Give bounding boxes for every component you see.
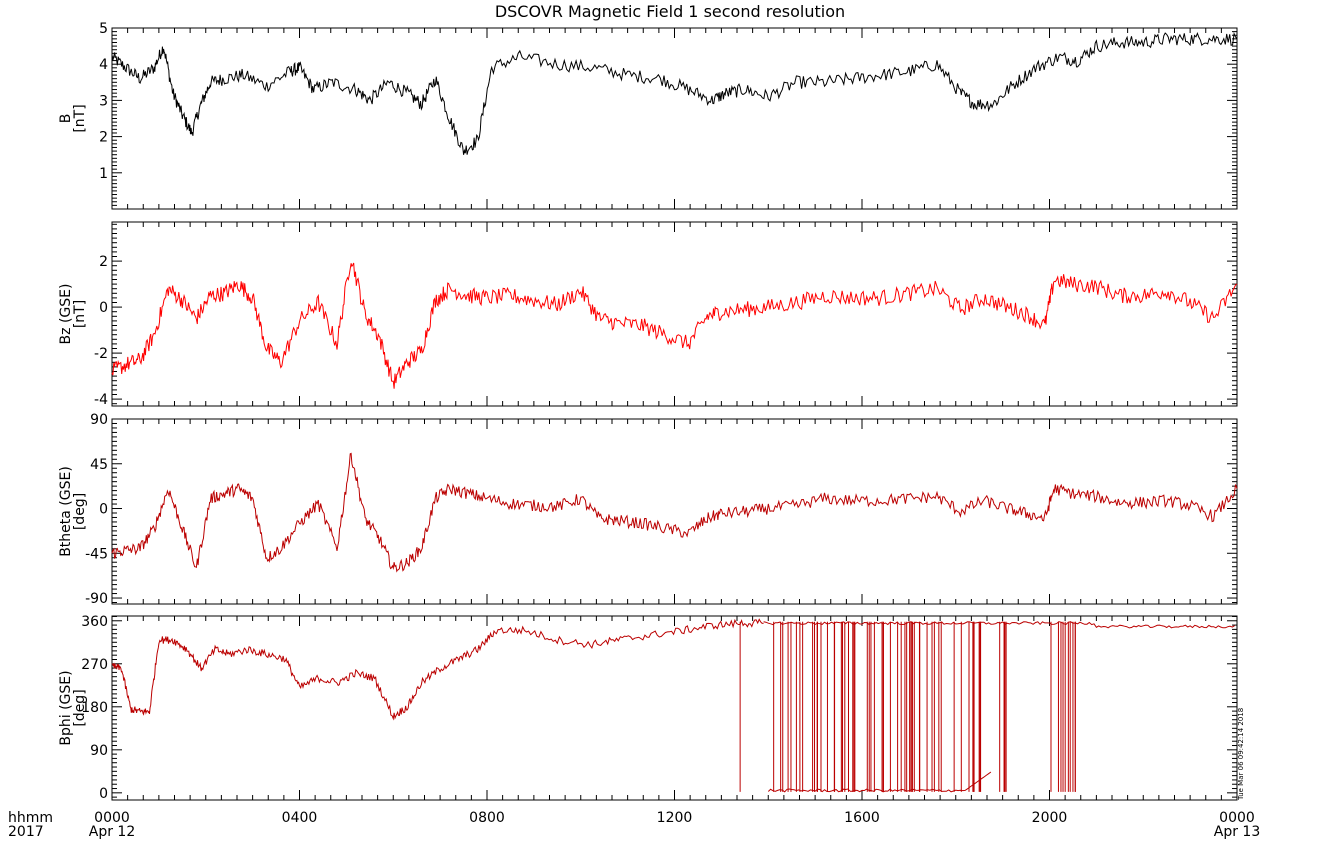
- panel-3: 0 90 180 270 360 Bphi (GSE)[deg]: [58, 614, 1238, 802]
- y-axis-label: B: [58, 114, 74, 124]
- y-tick-label: 0: [99, 300, 108, 316]
- y-tick-label: -4: [94, 392, 108, 408]
- y-axis-unit: [deg]: [72, 689, 88, 726]
- y-tick-label: 180: [81, 700, 108, 716]
- x-tick-label: 1600: [844, 810, 880, 826]
- series-line: [111, 262, 1238, 389]
- series-line: [111, 618, 764, 721]
- panel-2: -90 -45 0 45 90 Btheta (GSE)[deg]: [58, 412, 1238, 607]
- bphi-wrap-lines: [739, 621, 1235, 793]
- series-line: [767, 771, 992, 793]
- y-tick-label: 45: [90, 457, 108, 473]
- panel-frame: [111, 221, 1238, 407]
- y-tick-label: -2: [94, 346, 108, 362]
- x-year-label: 2017: [8, 824, 44, 840]
- y-tick-label: 0: [99, 786, 108, 802]
- y-axis-unit: [nT]: [72, 104, 88, 132]
- x-tick-label: 0400: [282, 810, 318, 826]
- x-tick-label: 0000: [94, 810, 130, 826]
- y-axis-unit: [deg]: [72, 493, 88, 530]
- x-tick-label: 0800: [469, 810, 505, 826]
- y-tick-label: 3: [99, 93, 108, 109]
- y-tick-label: 360: [81, 614, 108, 630]
- y-tick-label: 2: [99, 130, 108, 146]
- y-tick-label: -90: [85, 591, 108, 607]
- timestamp-stamp: Tue Mar 06 09:42:14 2018: [1237, 708, 1245, 801]
- y-tick-label: 0: [99, 502, 108, 518]
- y-tick-label: 5: [99, 21, 108, 37]
- x-tick-label: 2000: [1032, 810, 1068, 826]
- x-tick-label: 1200: [657, 810, 693, 826]
- panel-0: 1 2 3 4 5 B[nT]: [58, 21, 1238, 210]
- y-axis-label: Bphi (GSE): [58, 670, 74, 745]
- y-tick-label: 270: [81, 657, 108, 673]
- panel-frame: [111, 27, 1238, 210]
- panel-frame: [111, 418, 1238, 605]
- y-tick-label: 1: [99, 166, 108, 182]
- x-start-date: Apr 12: [89, 824, 135, 840]
- x-end-date: Apr 13: [1214, 824, 1260, 840]
- x-unit-label: hhmm: [8, 810, 53, 826]
- series-line: [111, 452, 1238, 573]
- y-axis-label: Btheta (GSE): [58, 466, 74, 557]
- y-tick-label: 4: [99, 57, 108, 73]
- chart-title: DSCOVR Magnetic Field 1 second resolutio…: [495, 2, 845, 21]
- series-line: [111, 31, 1238, 155]
- x-tick-label: 0000: [1219, 810, 1255, 826]
- panel-1: -4 -2 0 2 Bz (GSE)[nT]: [58, 221, 1238, 408]
- x-axis-labels: hhmm 2017 Apr 12 Apr 13 0000 0400 0800 1200…: [8, 810, 1260, 840]
- y-tick-label: -45: [85, 546, 108, 562]
- y-tick-label: 90: [90, 743, 108, 759]
- y-tick-label: 90: [90, 412, 108, 428]
- y-tick-label: 2: [99, 254, 108, 270]
- y-axis-unit: [nT]: [72, 300, 88, 328]
- y-axis-label: Bz (GSE): [58, 284, 74, 345]
